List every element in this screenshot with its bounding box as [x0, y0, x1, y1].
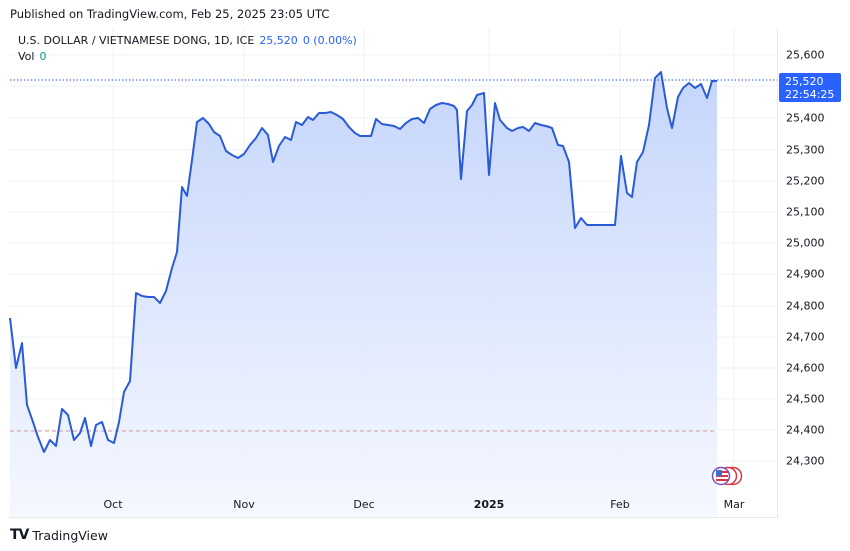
x-axis-label: Feb — [610, 498, 630, 511]
price-tag-countdown: 22:54:25 — [785, 88, 835, 101]
tradingview-mark-icon: TV — [10, 527, 29, 543]
chart-frame[interactable] — [9, 28, 778, 518]
price-tag-value: 25,520 — [785, 75, 824, 88]
y-axis-label: 25,200 — [786, 174, 825, 188]
y-axis-label: 24,400 — [786, 423, 825, 437]
y-axis-label: 24,500 — [786, 392, 825, 406]
x-axis-label-year: 2025 — [473, 498, 505, 511]
tradingview-brand-name: TradingView — [32, 527, 108, 543]
price-line — [9, 71, 717, 453]
y-axis-label: 24,800 — [786, 299, 825, 313]
last-price-value: 25,520 — [259, 34, 298, 47]
y-axis-label: 25,300 — [786, 143, 825, 157]
y-axis-label: 24,700 — [786, 330, 825, 344]
price-change-value: 0 (0.00%) — [302, 34, 357, 47]
y-axis-label: 25,600 — [786, 48, 825, 62]
volume-value: 0 — [39, 50, 47, 63]
y-axis-label: 24,300 — [786, 454, 825, 468]
symbol-title: U.S. DOLLAR / VIETNAMESE DONG, 1D, ICE — [18, 34, 255, 47]
area-fill — [10, 72, 717, 517]
us-economic-events-icon[interactable] — [708, 466, 744, 486]
chart-legend: U.S. DOLLAR / VIETNAMESE DONG, 1D, ICE 25… — [18, 33, 357, 65]
y-axis-label: 25,100 — [786, 205, 825, 219]
last-price-tag: 25,520 22:54:25 — [779, 73, 841, 102]
y-axis-label: 24,900 — [786, 267, 825, 281]
y-axis-label: 25,400 — [786, 111, 825, 125]
tradingview-logo[interactable]: TV TradingView — [10, 527, 108, 543]
x-axis-label: Mar — [723, 498, 745, 511]
x-axis-label: Nov — [233, 498, 255, 511]
x-axis-label: Oct — [103, 498, 123, 511]
y-axis-label: 24,600 — [786, 361, 825, 375]
published-caption: Published on TradingView.com, Feb 25, 20… — [10, 7, 330, 21]
x-axis-label: Dec — [353, 498, 375, 511]
volume-label: Vol — [18, 50, 35, 63]
y-axis-label: 25,000 — [786, 236, 825, 250]
